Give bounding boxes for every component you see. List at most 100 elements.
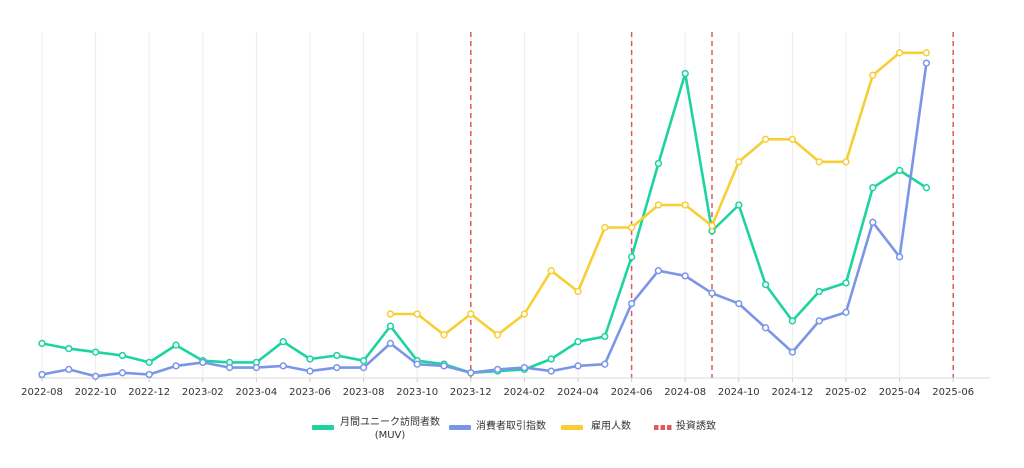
data-point-employees[interactable] bbox=[895, 49, 904, 57]
data-point-consumer-index[interactable] bbox=[440, 362, 448, 370]
data-point-muv[interactable] bbox=[842, 279, 850, 287]
data-point-employees[interactable] bbox=[574, 287, 582, 296]
data-point-muv[interactable] bbox=[735, 201, 743, 209]
data-point-employees[interactable] bbox=[467, 310, 475, 318]
data-point-muv[interactable] bbox=[601, 332, 609, 341]
data-point-muv[interactable] bbox=[869, 184, 877, 192]
legend-label-investment: 投資誘致 bbox=[676, 419, 716, 432]
data-point-consumer-index[interactable] bbox=[118, 369, 127, 377]
data-point-employees[interactable] bbox=[761, 135, 770, 143]
data-point-consumer-index[interactable] bbox=[842, 308, 850, 316]
data-point-muv[interactable] bbox=[172, 341, 180, 349]
data-point-muv[interactable] bbox=[922, 184, 931, 192]
data-point-consumer-index[interactable] bbox=[65, 365, 73, 374]
data-point-consumer-index[interactable] bbox=[574, 362, 582, 370]
data-point-employees[interactable] bbox=[654, 201, 663, 209]
data-point-consumer-index[interactable] bbox=[467, 369, 475, 377]
data-point-employees[interactable] bbox=[842, 158, 850, 166]
data-point-consumer-index[interactable] bbox=[654, 267, 663, 275]
data-point-consumer-index[interactable] bbox=[627, 299, 636, 308]
data-point-employees[interactable] bbox=[413, 310, 421, 318]
x-tick-label: 2025-06 bbox=[932, 387, 974, 398]
x-tick-label: 2024-02 bbox=[504, 387, 546, 398]
data-point-muv[interactable] bbox=[333, 351, 341, 360]
data-point-employees[interactable] bbox=[735, 158, 743, 166]
data-point-consumer-index[interactable] bbox=[493, 365, 502, 374]
data-point-employees[interactable] bbox=[493, 331, 502, 339]
x-tick-label: 2023-04 bbox=[236, 387, 278, 398]
data-point-muv[interactable] bbox=[91, 348, 100, 356]
data-point-consumer-index[interactable] bbox=[386, 339, 395, 348]
data-point-muv[interactable] bbox=[815, 287, 823, 296]
data-point-employees[interactable] bbox=[520, 310, 529, 318]
data-point-consumer-index[interactable] bbox=[895, 253, 904, 261]
data-point-consumer-index[interactable] bbox=[922, 59, 931, 67]
data-point-consumer-index[interactable] bbox=[279, 362, 287, 370]
data-point-employees[interactable] bbox=[788, 135, 797, 143]
legend: 月間ユニーク訪問者数 (MUV) 消費者取引指数 雇用人数 投資誘致 bbox=[312, 415, 716, 441]
legend-label-consumer-index: 消費者取引指数 bbox=[476, 419, 546, 432]
data-point-consumer-index[interactable] bbox=[225, 363, 234, 372]
data-point-muv[interactable] bbox=[145, 358, 153, 367]
data-point-muv[interactable] bbox=[681, 69, 689, 78]
data-point-consumer-index[interactable] bbox=[38, 370, 46, 379]
data-point-muv[interactable] bbox=[654, 159, 663, 168]
data-point-muv[interactable] bbox=[279, 338, 287, 346]
data-point-employees[interactable] bbox=[681, 201, 689, 209]
data-point-consumer-index[interactable] bbox=[681, 272, 689, 280]
legend-item-investment[interactable]: 投資誘致 bbox=[654, 419, 716, 432]
legend-swatch-investment bbox=[654, 425, 672, 430]
data-point-muv[interactable] bbox=[547, 355, 555, 363]
data-point-muv[interactable] bbox=[627, 253, 636, 261]
data-point-consumer-index[interactable] bbox=[359, 363, 368, 372]
data-point-muv[interactable] bbox=[306, 355, 314, 363]
data-point-consumer-index[interactable] bbox=[145, 370, 153, 379]
data-point-consumer-index[interactable] bbox=[761, 324, 770, 332]
data-point-employees[interactable] bbox=[869, 71, 877, 79]
data-point-consumer-index[interactable] bbox=[199, 358, 207, 367]
data-point-consumer-index[interactable] bbox=[869, 218, 877, 226]
data-point-consumer-index[interactable] bbox=[413, 360, 421, 368]
legend-label-muv-line1: 月間ユニーク訪問者数 bbox=[340, 415, 440, 428]
data-point-consumer-index[interactable] bbox=[547, 367, 555, 375]
legend-item-consumer-index[interactable]: 消費者取引指数 bbox=[449, 419, 546, 432]
data-point-employees[interactable] bbox=[708, 222, 716, 230]
data-point-muv[interactable] bbox=[574, 338, 582, 346]
data-point-muv[interactable] bbox=[788, 317, 797, 325]
data-point-consumer-index[interactable] bbox=[708, 289, 716, 297]
legend-swatch-employees bbox=[561, 425, 583, 430]
legend-dash bbox=[660, 425, 665, 430]
x-tick-label: 2024-08 bbox=[664, 387, 706, 398]
data-point-muv[interactable] bbox=[359, 357, 368, 365]
data-point-consumer-index[interactable] bbox=[788, 348, 797, 356]
legend-label-employees: 雇用人数 bbox=[591, 419, 631, 432]
data-point-employees[interactable] bbox=[386, 310, 395, 318]
data-point-consumer-index[interactable] bbox=[91, 372, 100, 380]
data-point-muv[interactable] bbox=[386, 322, 395, 330]
data-point-consumer-index[interactable] bbox=[333, 363, 341, 372]
data-point-consumer-index[interactable] bbox=[815, 317, 823, 325]
data-point-employees[interactable] bbox=[601, 223, 609, 232]
data-point-consumer-index[interactable] bbox=[306, 367, 314, 375]
data-point-employees[interactable] bbox=[627, 223, 636, 232]
data-point-muv[interactable] bbox=[65, 344, 73, 353]
data-point-muv[interactable] bbox=[895, 166, 904, 175]
data-point-muv[interactable] bbox=[761, 280, 770, 289]
data-point-muv[interactable] bbox=[118, 351, 127, 360]
data-point-muv[interactable] bbox=[38, 339, 46, 348]
data-point-consumer-index[interactable] bbox=[601, 360, 609, 368]
data-point-consumer-index[interactable] bbox=[520, 363, 529, 372]
data-point-employees[interactable] bbox=[815, 158, 823, 166]
data-point-employees[interactable] bbox=[440, 331, 448, 339]
legend-item-employees[interactable]: 雇用人数 bbox=[561, 419, 631, 432]
data-point-consumer-index[interactable] bbox=[735, 299, 743, 308]
data-point-employees[interactable] bbox=[547, 267, 555, 275]
data-point-employees[interactable] bbox=[922, 49, 931, 57]
legend-dash bbox=[667, 425, 672, 430]
legend-item-muv[interactable]: 月間ユニーク訪問者数 (MUV) bbox=[312, 415, 440, 441]
x-tick-label: 2024-12 bbox=[772, 387, 814, 398]
data-point-consumer-index[interactable] bbox=[172, 362, 180, 370]
series-line-muv bbox=[40, 72, 928, 375]
gridlines bbox=[41, 32, 954, 378]
data-point-consumer-index[interactable] bbox=[252, 363, 261, 372]
